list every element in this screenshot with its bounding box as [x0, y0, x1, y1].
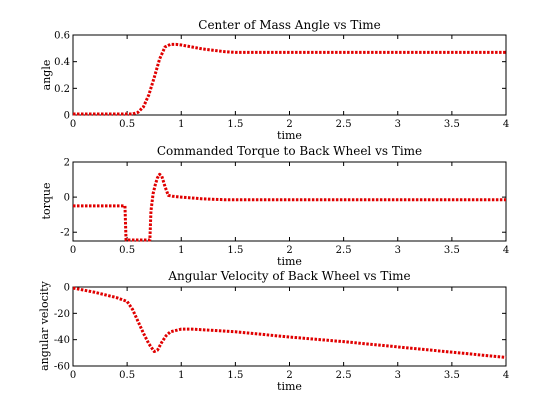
- chart-panel-commanded-torque: Commanded Torque to Back Wheel vs Time 0…: [40, 144, 509, 268]
- axes-frame: [73, 287, 506, 366]
- y-tick-label: 0.6: [54, 31, 70, 42]
- x-tick-label: 1.5: [227, 370, 243, 381]
- x-axis-label: time: [277, 129, 302, 142]
- y-tick-label: 0.2: [54, 84, 70, 95]
- y-tick-label: -2: [60, 228, 70, 239]
- x-tick-label: 4: [503, 245, 509, 256]
- y-tick-label: 0.4: [54, 57, 70, 68]
- x-tick-label: 4: [503, 119, 509, 130]
- x-tick-label: 1: [178, 119, 184, 130]
- x-tick-label: 3: [395, 119, 401, 130]
- y-tick-label: 2: [64, 158, 70, 169]
- x-tick-label: 3: [395, 370, 401, 381]
- x-tick-label: 3: [395, 245, 401, 256]
- axes-frame: [73, 162, 506, 241]
- x-tick-label: 2.5: [336, 370, 352, 381]
- x-tick-label: 3.5: [444, 119, 460, 130]
- y-tick-label: 0: [64, 193, 70, 204]
- x-tick-label: 1.5: [227, 245, 243, 256]
- x-tick-label: 0: [70, 245, 76, 256]
- x-tick-label: 0: [70, 370, 76, 381]
- chart-title: Center of Mass Angle vs Time: [198, 18, 380, 32]
- y-axis-label: angular velocity: [38, 280, 51, 371]
- axes-frame: [73, 35, 506, 115]
- x-tick-label: 1: [178, 370, 184, 381]
- x-tick-label: 3.5: [444, 245, 460, 256]
- y-tick-label: -20: [54, 309, 70, 320]
- x-tick-label: 1: [178, 245, 184, 256]
- y-tick-label: 0: [64, 283, 70, 294]
- y-tick-label: -60: [54, 362, 70, 373]
- x-tick-label: 0.5: [119, 119, 135, 130]
- x-tick-label: 1.5: [227, 119, 243, 130]
- chart-panel-center-of-mass-angle: Center of Mass Angle vs Time 0 0.5 1 1.5 2 2.…: [40, 18, 509, 142]
- x-axis-label: time: [277, 255, 302, 268]
- chart-panel-angular-velocity: Angular Velocity of Back Wheel vs Time 0…: [38, 269, 509, 393]
- x-tick-label: 0.5: [119, 370, 135, 381]
- x-axis-label: time: [277, 380, 302, 393]
- x-tick-label: 0: [70, 119, 76, 130]
- y-axis-label: torque: [40, 183, 53, 220]
- x-tick-label: 2.5: [336, 119, 352, 130]
- x-tick-label: 3.5: [444, 370, 460, 381]
- x-tick-label: 0.5: [119, 245, 135, 256]
- x-tick-label: 4: [503, 370, 509, 381]
- y-tick-label: 0: [64, 111, 70, 122]
- y-tick-label: -40: [54, 335, 70, 346]
- x-tick-label: 2.5: [336, 245, 352, 256]
- y-axis-label: angle: [40, 60, 53, 91]
- chart-title: Angular Velocity of Back Wheel vs Time: [167, 269, 410, 283]
- chart-title: Commanded Torque to Back Wheel vs Time: [157, 144, 422, 158]
